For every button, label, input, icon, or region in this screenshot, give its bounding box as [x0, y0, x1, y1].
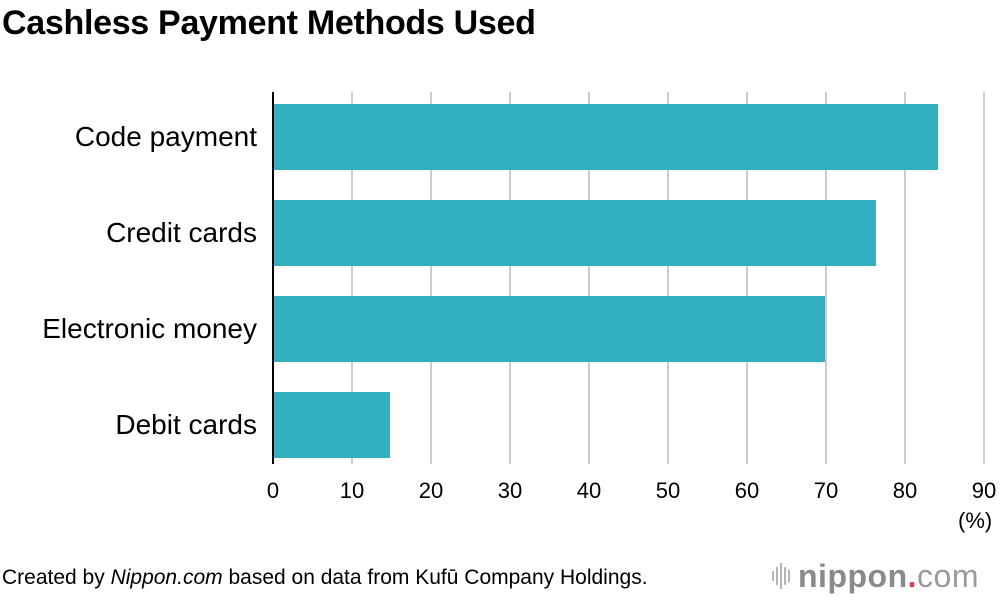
sound-wave-icon [772, 563, 790, 589]
gridline [588, 92, 590, 464]
x-axis-unit: (%) [958, 508, 993, 533]
source-footer: Created by Nippon.com based on data from… [2, 566, 648, 590]
x-tick-label: 30 [497, 478, 523, 503]
gridline [825, 92, 827, 464]
nippon-logo: nippon.com [772, 558, 979, 594]
y-axis-line [272, 92, 274, 464]
footer-suffix: based on data from Kufū Company Holdings… [222, 566, 648, 589]
x-tick-label: 40 [576, 478, 602, 503]
x-tick-label: 80 [892, 478, 918, 503]
gridline [904, 92, 906, 464]
x-tick-label: 60 [734, 478, 760, 503]
gridline [746, 92, 748, 464]
plot-area [272, 92, 985, 464]
category-label: Code payment [74, 121, 257, 152]
category-label: Credit cards [106, 217, 257, 248]
gridline [351, 92, 353, 464]
gridline [430, 92, 432, 464]
x-tick-label: 70 [813, 478, 839, 503]
x-tick-label: 20 [418, 478, 444, 503]
x-tick-label: 10 [339, 478, 365, 503]
category-label: Electronic money [42, 313, 257, 344]
bar [273, 392, 390, 458]
logo-wordmark: nippon.com [798, 557, 979, 594]
x-tick-label: 90 [971, 478, 997, 503]
footer-prefix: Created by [2, 566, 111, 589]
bar [273, 104, 939, 170]
chart-title: Cashless Payment Methods Used [2, 4, 536, 42]
gridline [983, 92, 985, 464]
gridline [667, 92, 669, 464]
bar [273, 200, 876, 266]
category-label: Debit cards [115, 409, 257, 440]
footer-source-site: Nippon.com [110, 566, 223, 589]
bar [273, 296, 826, 362]
gridline [509, 92, 511, 464]
x-tick-label: 0 [266, 478, 280, 503]
x-tick-label: 50 [655, 478, 681, 503]
